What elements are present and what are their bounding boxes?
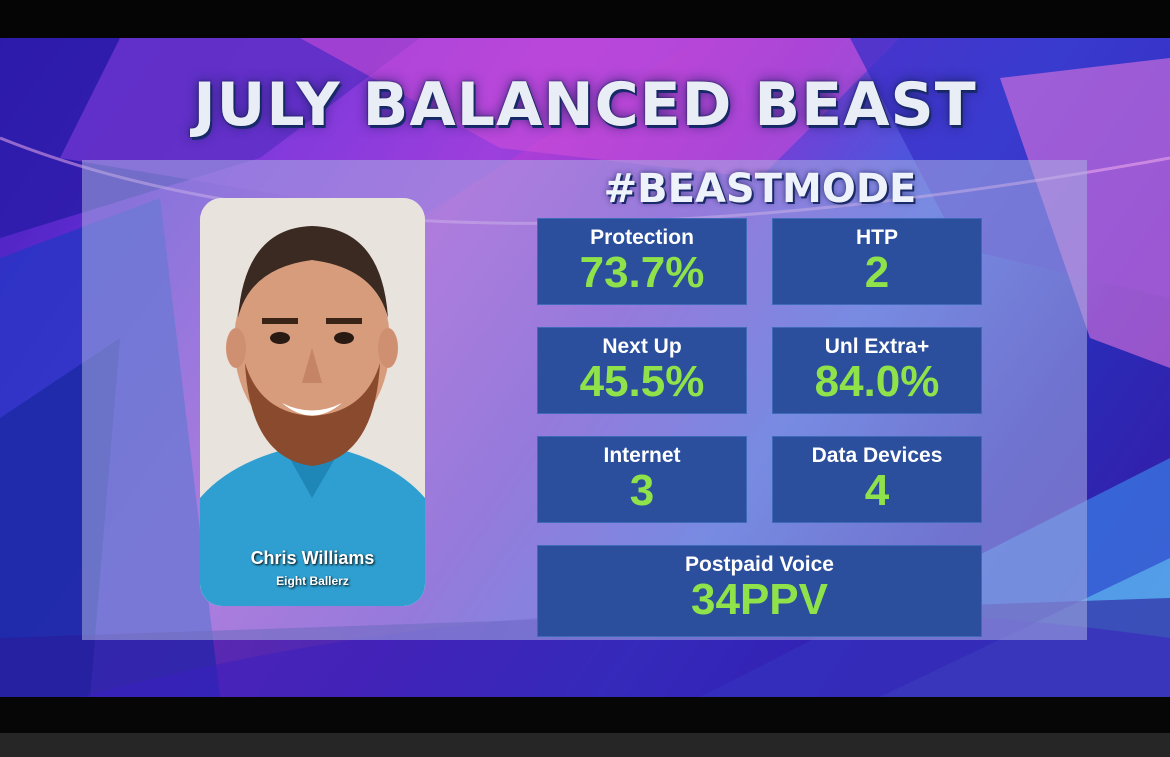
stat-data-devices: Data Devices 4 bbox=[772, 436, 982, 523]
stat-value: 4 bbox=[864, 466, 890, 515]
hashtag-subtitle: #BEASTMODE bbox=[603, 166, 917, 212]
stat-label: Unl Extra+ bbox=[824, 335, 930, 358]
stat-htp: HTP 2 bbox=[772, 218, 982, 305]
page-title: JULY BALANCED BEAST bbox=[193, 70, 977, 140]
bottom-strip bbox=[0, 733, 1170, 757]
stat-label: Internet bbox=[603, 444, 681, 467]
stat-value: 45.5% bbox=[579, 357, 705, 406]
stat-internet: Internet 3 bbox=[537, 436, 747, 523]
stat-value: 3 bbox=[629, 466, 655, 515]
stat-value: 84.0% bbox=[814, 357, 940, 406]
stat-label: Postpaid Voice bbox=[685, 553, 834, 576]
stat-unl-extra: Unl Extra+ 84.0% bbox=[772, 327, 982, 414]
stat-value: 34PPV bbox=[691, 575, 828, 624]
slide: JULY BALANCED BEAST #BEASTMODE bbox=[0, 38, 1170, 697]
person-portrait-image bbox=[200, 198, 425, 606]
stat-label: Next Up bbox=[602, 335, 682, 358]
stat-label: Data Devices bbox=[811, 444, 943, 467]
stat-postpaid-voice: Postpaid Voice 34PPV bbox=[537, 545, 982, 637]
stat-label: Protection bbox=[590, 226, 694, 249]
stat-protection: Protection 73.7% bbox=[537, 218, 747, 305]
stat-next-up: Next Up 45.5% bbox=[537, 327, 747, 414]
employee-name: Chris Williams bbox=[250, 548, 375, 568]
top-letterbox bbox=[0, 0, 1170, 38]
employee-photo: Chris Williams Eight Ballerz bbox=[200, 198, 425, 606]
employee-team: Eight Ballerz bbox=[276, 574, 349, 588]
stat-value: 2 bbox=[864, 248, 890, 297]
stat-label: HTP bbox=[856, 226, 898, 249]
stat-value: 73.7% bbox=[579, 248, 705, 297]
